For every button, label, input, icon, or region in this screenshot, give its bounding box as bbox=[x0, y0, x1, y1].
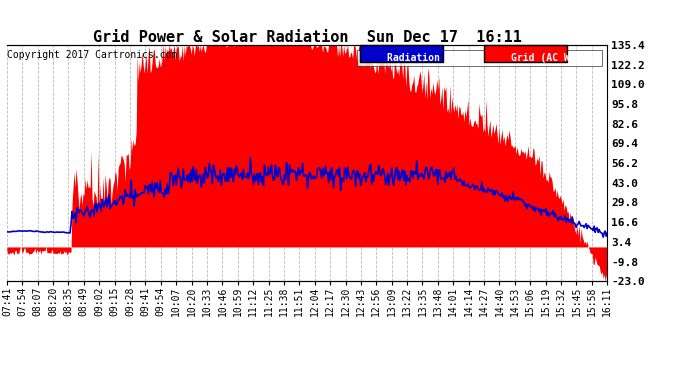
Text: Copyright 2017 Cartronics.com: Copyright 2017 Cartronics.com bbox=[7, 50, 177, 60]
Title: Grid Power & Solar Radiation  Sun Dec 17  16:11: Grid Power & Solar Radiation Sun Dec 17 … bbox=[92, 30, 522, 45]
Legend: Radiation (w/m2), Grid (AC Watts): Radiation (w/m2), Grid (AC Watts) bbox=[357, 50, 602, 66]
